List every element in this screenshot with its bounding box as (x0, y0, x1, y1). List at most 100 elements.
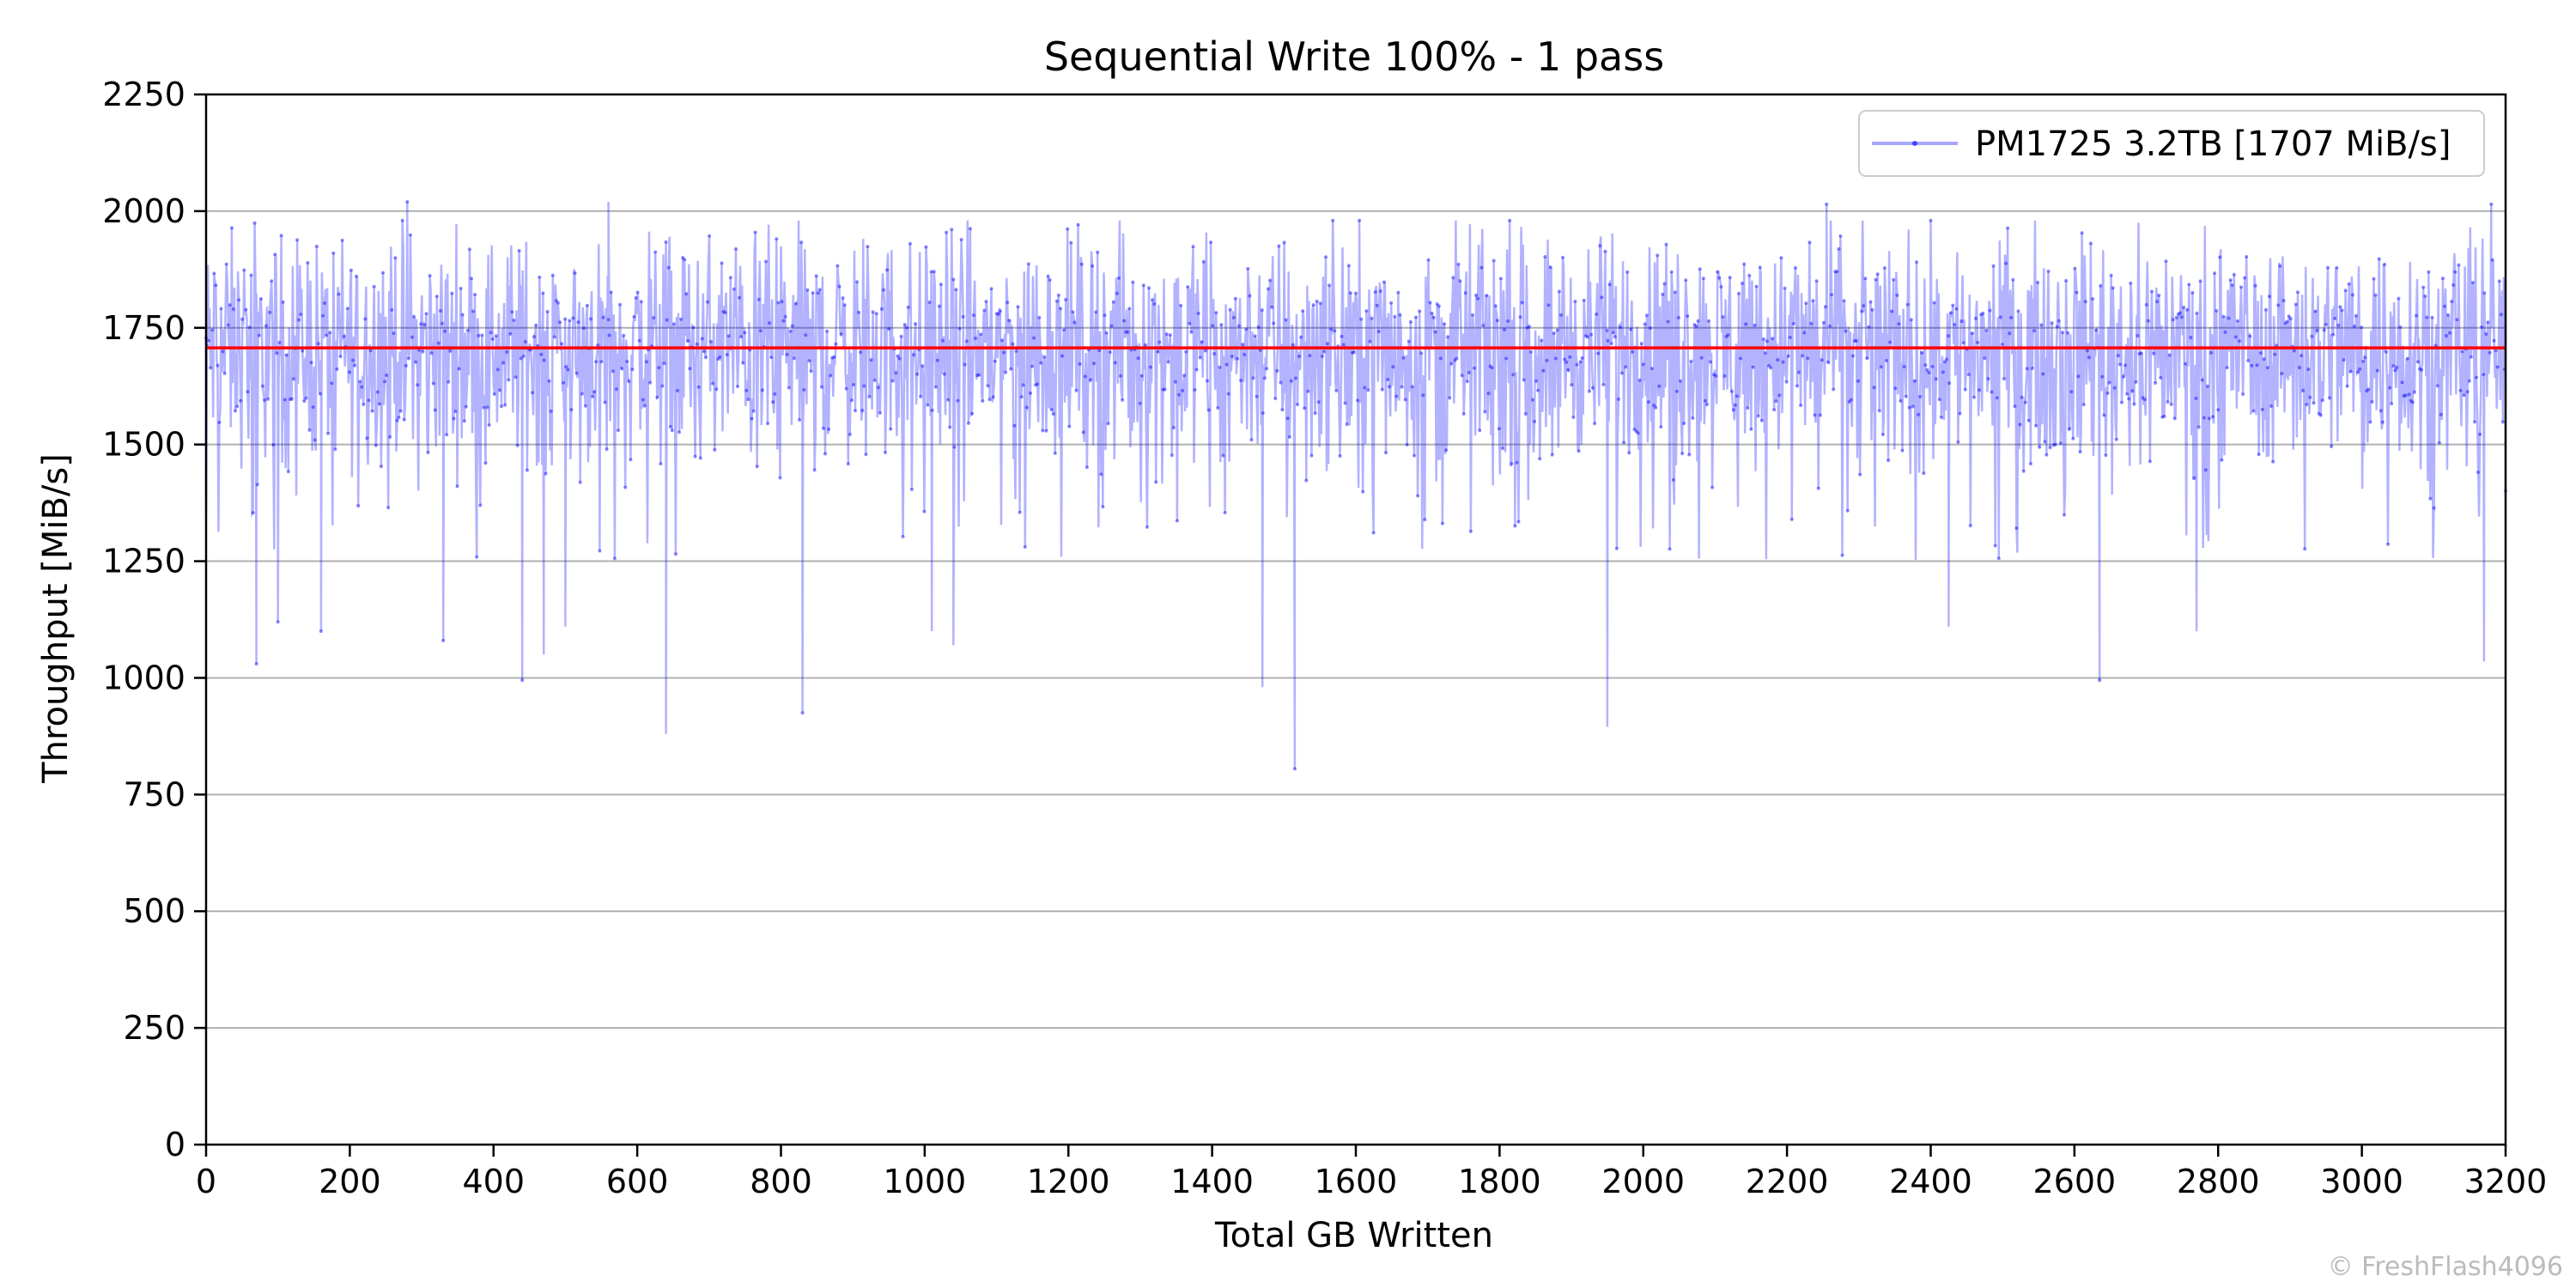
data-point (1119, 374, 1122, 378)
data-point (1897, 322, 1901, 326)
data-point (2460, 349, 2464, 354)
data-point (1840, 553, 1844, 557)
data-point (263, 398, 266, 402)
data-point (1504, 356, 1509, 361)
data-point (1724, 335, 1728, 338)
data-point (210, 328, 215, 332)
data-point (723, 311, 727, 315)
data-point (212, 271, 216, 276)
data-point (1961, 341, 1965, 345)
data-point (783, 314, 787, 319)
data-point (462, 419, 466, 423)
data-point (1356, 398, 1360, 403)
data-point (217, 421, 222, 424)
plot-area (204, 200, 2507, 771)
data-point (1171, 426, 1176, 430)
data-point (440, 321, 444, 325)
data-point (660, 384, 665, 388)
data-point (1265, 367, 1268, 371)
data-point (1719, 285, 1723, 289)
data-point (1018, 510, 1022, 514)
data-point (1609, 342, 1613, 346)
data-point (998, 309, 1002, 313)
data-point (1406, 339, 1411, 343)
data-point (1282, 240, 1286, 245)
data-point (277, 340, 282, 344)
data-point (1694, 325, 1698, 328)
data-point (379, 465, 383, 469)
data-point (1117, 276, 1121, 280)
data-point (948, 425, 952, 429)
legend-marker (1912, 141, 1917, 146)
data-point (1488, 364, 1492, 368)
data-point (1696, 319, 1700, 323)
data-point (304, 396, 308, 400)
data-point (2038, 445, 2042, 449)
data-point (1173, 380, 1177, 384)
data-point (1679, 379, 1682, 383)
data-point (235, 404, 240, 409)
data-point (1453, 358, 1457, 362)
data-point (1103, 313, 1107, 318)
data-point (1528, 349, 1533, 354)
data-point (906, 305, 910, 309)
data-point (1922, 471, 1926, 476)
data-point (2071, 436, 2075, 440)
data-point (1069, 240, 1073, 245)
data-point (1895, 293, 1899, 297)
data-point (827, 427, 831, 431)
data-point (2296, 290, 2300, 295)
data-point (1352, 350, 1356, 355)
data-point (2315, 328, 2319, 332)
data-point (1680, 452, 1685, 456)
data-point (952, 445, 957, 449)
data-point (1181, 389, 1185, 392)
data-point (924, 245, 928, 249)
data-point (1287, 435, 1291, 439)
data-point (2423, 294, 2427, 298)
data-point (2453, 270, 2458, 274)
data-point (508, 331, 513, 336)
data-point (532, 335, 537, 339)
x-tick-label-14: 2800 (2177, 1163, 2260, 1200)
data-point (214, 283, 218, 288)
data-point (1990, 390, 1994, 394)
data-point (563, 317, 568, 321)
data-point (2123, 363, 2128, 368)
data-point (328, 331, 332, 335)
data-point (1777, 393, 1782, 398)
data-point (254, 662, 258, 666)
data-point (1646, 400, 1650, 404)
data-point (2116, 354, 2120, 358)
data-point (554, 299, 558, 303)
data-point (1833, 270, 1838, 274)
data-point (574, 371, 579, 375)
data-point (993, 359, 997, 363)
data-point (2462, 393, 2466, 398)
data-point (725, 353, 729, 356)
data-point (260, 384, 264, 388)
data-point (1627, 451, 1631, 455)
data-point (1870, 307, 1874, 312)
data-point (622, 333, 626, 337)
data-point (695, 342, 699, 346)
data-point (1340, 334, 1344, 338)
data-point (741, 361, 745, 365)
data-point (2397, 296, 2401, 301)
data-point (1313, 411, 1317, 416)
data-point (534, 323, 538, 327)
data-point (794, 301, 798, 306)
data-point (1115, 291, 1119, 295)
data-point (2356, 370, 2360, 374)
data-point (2185, 307, 2190, 312)
data-point (309, 361, 313, 365)
data-point (632, 314, 636, 319)
data-point (576, 320, 580, 325)
data-point (301, 349, 305, 353)
data-point (1072, 320, 1077, 325)
data-point (2418, 367, 2422, 371)
data-point (1256, 325, 1261, 329)
data-point (1795, 384, 1799, 388)
data-point (1275, 368, 1279, 373)
data-point (1419, 351, 1424, 355)
